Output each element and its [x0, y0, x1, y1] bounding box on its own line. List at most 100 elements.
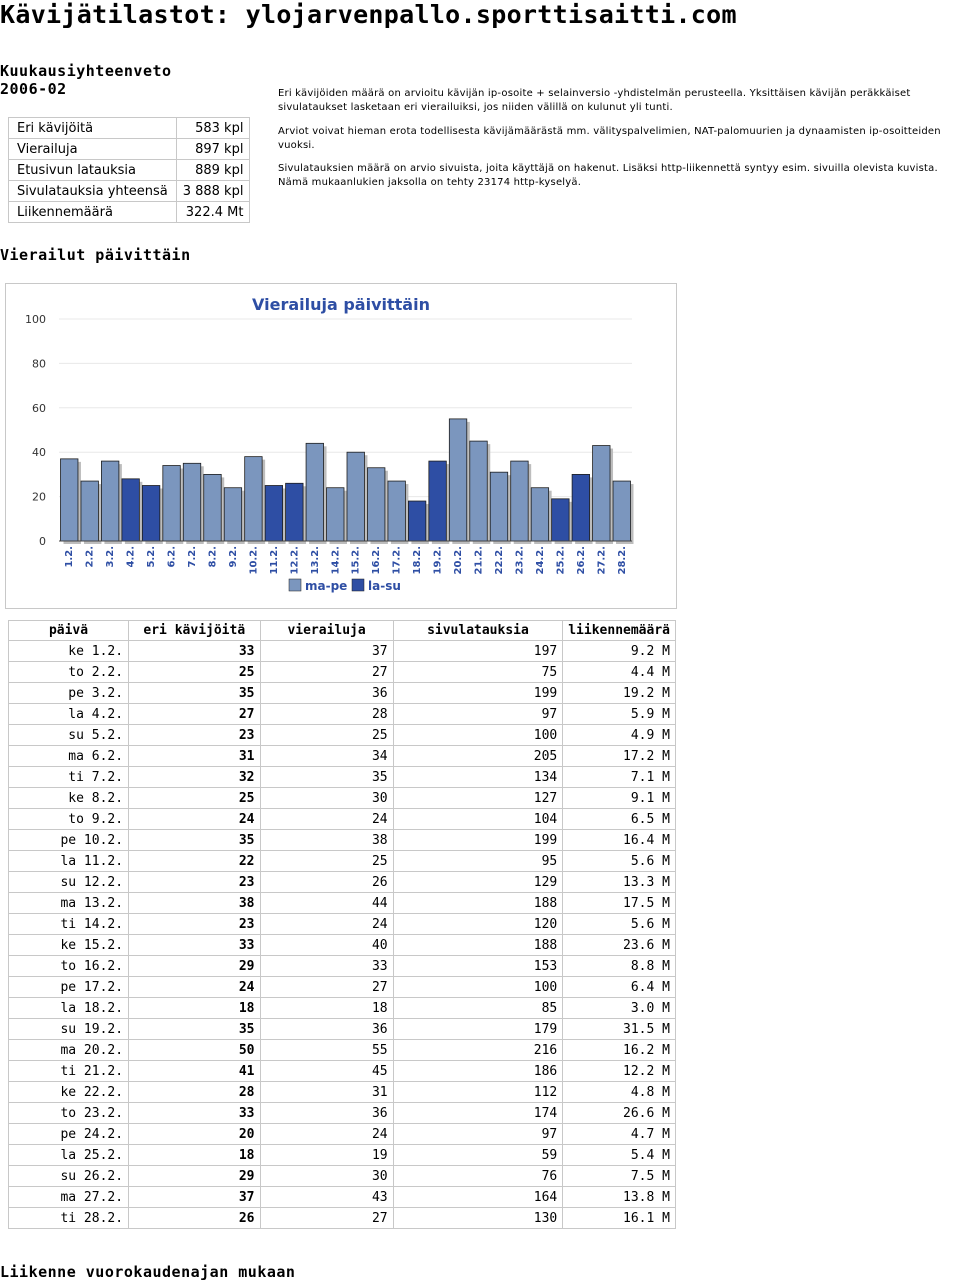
table-cell: ti 7.2.	[7, 766, 130, 788]
x-tick-label: 7.2.	[187, 546, 198, 568]
table-cell: 120	[392, 913, 564, 935]
bar	[530, 487, 550, 542]
table-cell: ma 27.2.	[7, 1186, 130, 1208]
table-cell: 100	[392, 724, 564, 746]
table-cell: 18	[128, 1144, 261, 1166]
table-cell: 5.6 M	[562, 913, 676, 935]
daily-visits-heading: Vierailut päivittäin	[0, 246, 191, 264]
table-cell: 35	[259, 766, 394, 788]
legend-swatch-weekend	[351, 578, 365, 592]
table-cell: 134	[392, 766, 564, 788]
table-cell: 153	[392, 955, 564, 977]
note-pageloads: Sivulatauksien määrä on arvio sivuista, …	[278, 163, 938, 188]
table-row: su 5.2. 23 25 100 4.9 M	[7, 724, 676, 746]
table-cell: 24	[259, 913, 394, 935]
summary-heading-period: 2006-02	[0, 80, 67, 98]
table-cell: 186	[392, 1060, 564, 1082]
traffic-by-hour-heading: Liikenne vuorokaudenajan mukaan	[0, 1263, 296, 1281]
table-cell: 164	[392, 1186, 564, 1208]
table-cell: 27	[259, 976, 394, 998]
table-cell: 35	[128, 682, 261, 704]
table-cell: la 18.2.	[7, 997, 130, 1019]
summary-label: Sivulatauksia yhteensä	[8, 180, 177, 202]
y-tick-label: 60	[32, 402, 46, 415]
bar	[141, 485, 161, 542]
x-tick-label: 26.2.	[576, 546, 587, 574]
table-cell: 179	[392, 1018, 564, 1040]
table-cell: 188	[392, 892, 564, 914]
bar	[428, 460, 447, 542]
summary-row: Vierailuja 897 kpl	[8, 138, 251, 160]
table-row: to 16.2. 29 33 153 8.8 M	[7, 955, 676, 977]
table-cell: 27	[259, 1207, 394, 1229]
table-cell: 33	[259, 955, 394, 977]
x-tick-label: 10.2.	[248, 546, 259, 574]
table-cell: pe 24.2.	[7, 1123, 130, 1145]
table-cell: ke 15.2.	[7, 934, 130, 956]
table-cell: 31	[259, 1081, 394, 1103]
column-header: vierailuja	[259, 620, 394, 641]
summary-row: Liikennemäärä 322.4 Mt	[8, 201, 251, 223]
table-cell: 199	[392, 682, 564, 704]
x-tick-label: 19.2.	[433, 546, 444, 574]
table-cell: 97	[392, 703, 564, 725]
x-tick-label: 3.2.	[105, 546, 116, 568]
table-cell: 23	[128, 913, 261, 935]
table-cell: 7.1 M	[562, 766, 676, 788]
x-tick-label: 20.2.	[453, 546, 464, 574]
table-cell: 129	[392, 871, 564, 893]
table-cell: pe 10.2.	[7, 829, 130, 851]
x-tick-label: 23.2.	[514, 546, 525, 574]
summary-row: Sivulatauksia yhteensä 3 888 kpl	[8, 180, 251, 202]
legend-label-weekday: ma-pe	[305, 579, 347, 593]
table-cell: ti 14.2.	[7, 913, 130, 935]
table-cell: 24	[259, 1123, 394, 1145]
x-tick-label: 2.2.	[85, 546, 96, 568]
table-cell: to 9.2.	[7, 808, 130, 830]
table-row: pe 24.2. 20 24 97 4.7 M	[7, 1123, 676, 1145]
table-cell: 36	[259, 1018, 394, 1040]
bar	[571, 473, 590, 542]
table-cell: 59	[392, 1144, 564, 1166]
column-header: päivä	[7, 620, 130, 641]
table-cell: 27	[128, 703, 261, 725]
table-cell: ke 1.2.	[7, 640, 130, 662]
table-cell: 27	[259, 661, 394, 683]
y-tick-label: 0	[39, 535, 46, 548]
table-row: la 18.2. 18 18 85 3.0 M	[7, 997, 676, 1019]
table-cell: 30	[259, 787, 394, 809]
table-cell: 23.6 M	[562, 934, 676, 956]
table-cell: 127	[392, 787, 564, 809]
table-cell: to 23.2.	[7, 1102, 130, 1124]
table-row: ti 21.2. 41 45 186 12.2 M	[7, 1060, 676, 1082]
table-cell: ma 20.2.	[7, 1039, 130, 1061]
table-cell: 75	[392, 661, 564, 683]
table-cell: 4.7 M	[562, 1123, 676, 1145]
table-cell: 29	[128, 955, 261, 977]
table-row: ti 28.2. 26 27 130 16.1 M	[7, 1207, 676, 1229]
table-cell: 26	[128, 1207, 261, 1229]
bar	[223, 487, 243, 542]
y-tick-label: 20	[32, 491, 46, 504]
x-tick-label: 18.2.	[412, 546, 423, 574]
table-row: ke 22.2. 28 31 112 4.8 M	[7, 1081, 676, 1103]
table-cell: 31.5 M	[562, 1018, 676, 1040]
x-tick-label: 8.2.	[207, 546, 218, 568]
table-cell: 9.2 M	[562, 640, 676, 662]
x-tick-label: 13.2.	[310, 546, 321, 574]
table-row: pe 3.2. 35 36 199 19.2 M	[7, 682, 676, 704]
table-row: ti 7.2. 32 35 134 7.1 M	[7, 766, 676, 788]
x-tick-label: 24.2.	[535, 546, 546, 574]
table-row: ma 6.2. 31 34 205 17.2 M	[7, 745, 676, 767]
table-cell: 3.0 M	[562, 997, 676, 1019]
bar	[182, 462, 202, 542]
table-cell: la 25.2.	[7, 1144, 130, 1166]
table-cell: 188	[392, 934, 564, 956]
x-tick-label: 12.2.	[289, 546, 300, 574]
table-row: to 9.2. 24 24 104 6.5 M	[7, 808, 676, 830]
summary-heading: Kuukausiyhteenveto 2006-02	[0, 62, 172, 98]
table-row: to 23.2. 33 36 174 26.6 M	[7, 1102, 676, 1124]
table-cell: to 2.2.	[7, 661, 130, 683]
table-row: su 19.2. 35 36 179 31.5 M	[7, 1018, 676, 1040]
table-cell: 37	[128, 1186, 261, 1208]
